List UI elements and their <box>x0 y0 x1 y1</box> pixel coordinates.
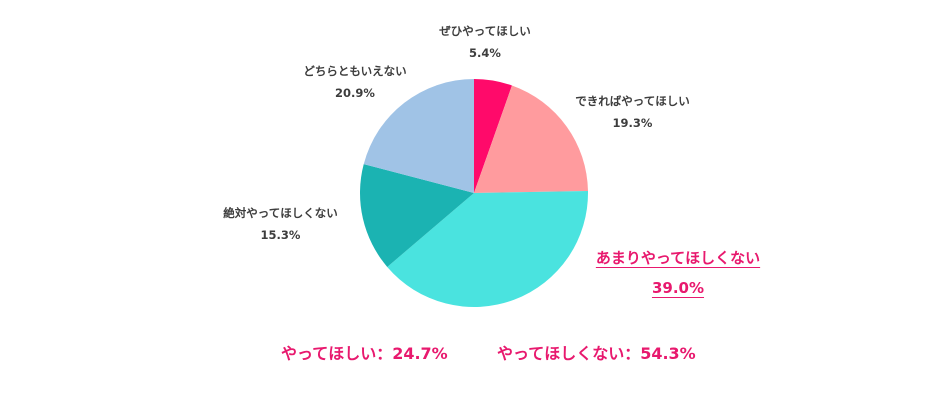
pie-slice-0 <box>474 79 512 193</box>
slice-label-3-value: 15.3% <box>260 228 301 242</box>
slice-label-3-name: 絶対やってほしくない <box>223 206 338 220</box>
slice-label-2-value: 39.0% <box>651 279 705 297</box>
pie-slice-3 <box>360 164 474 267</box>
slice-label-4-value: 20.9% <box>335 86 375 100</box>
slice-label-0: ぜひやってほしい 5.4% <box>430 20 540 64</box>
summary-not-want: やってほしくない：54.3% <box>497 344 696 363</box>
slice-label-1: できればやってほしい 19.3% <box>560 90 705 134</box>
pie-slice-4 <box>363 79 474 193</box>
slice-label-4-name: どちらともいえない <box>303 64 407 78</box>
summary-want: やってほしい：24.7% <box>281 344 448 363</box>
slice-label-0-name: ぜひやってほしい <box>439 24 531 38</box>
pie-slice-1 <box>474 85 588 193</box>
slice-label-0-value: 5.4% <box>469 46 501 60</box>
slice-label-4: どちらともいえない 20.9% <box>290 60 420 104</box>
slice-label-1-name: できればやってほしい <box>575 94 690 108</box>
slice-label-3: 絶対やってほしくない 15.3% <box>208 202 353 246</box>
pie-slice-2 <box>387 191 588 308</box>
slice-label-1-value: 19.3% <box>612 116 653 130</box>
slice-label-2: あまりやってほしくない 39.0% <box>578 243 778 303</box>
slice-label-2-name: あまりやってほしくない <box>595 249 761 267</box>
